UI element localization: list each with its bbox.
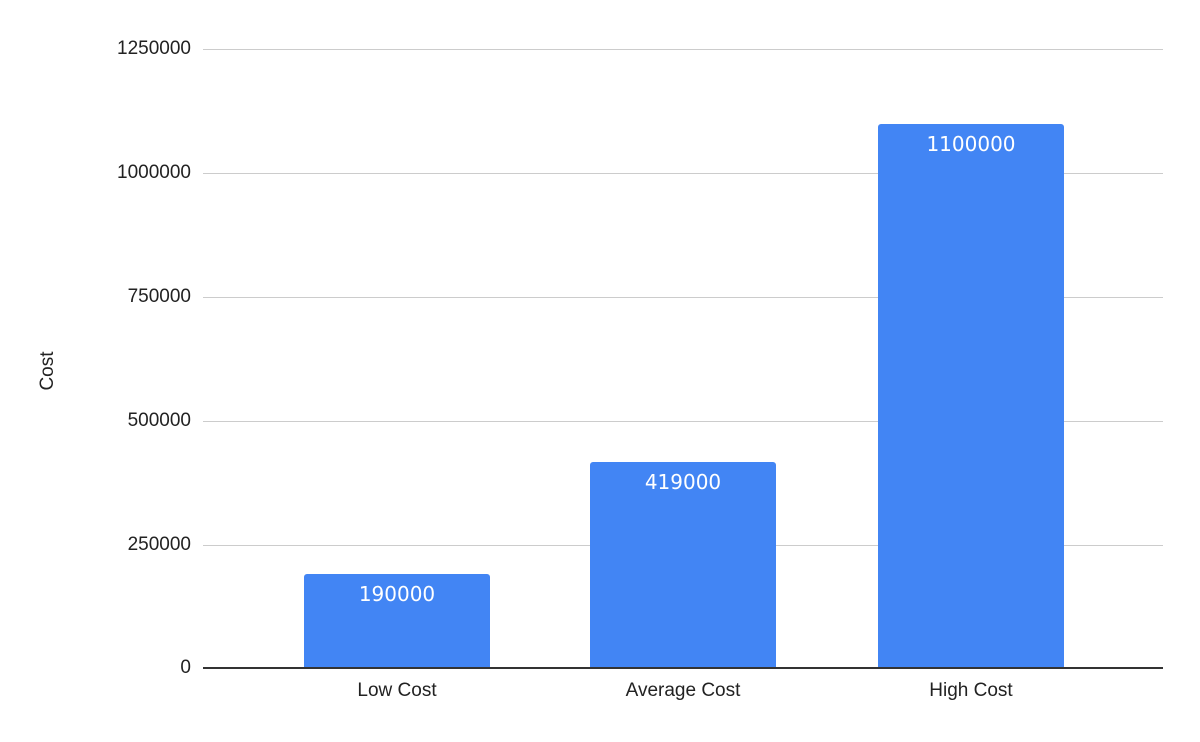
x-tick-label: Low Cost — [357, 680, 437, 701]
gridline-1000000 — [203, 173, 1163, 174]
y-tick-label: 1250000 — [117, 38, 191, 59]
y-tick-label: 1000000 — [117, 162, 191, 183]
y-tick-label: 0 — [180, 657, 191, 678]
x-tick-label: Average Cost — [625, 680, 741, 701]
y-axis-label: Cost — [37, 351, 58, 391]
data-label: 190000 — [358, 582, 436, 606]
gridline-1250000 — [203, 49, 1163, 50]
data-label: 419000 — [644, 470, 722, 494]
y-tick-label: 500000 — [127, 410, 191, 431]
bar-average-cost: 419000 — [590, 462, 776, 668]
gridline-750000 — [203, 297, 1163, 298]
y-tick-label: 750000 — [127, 286, 191, 307]
x-tick-label: High Cost — [929, 680, 1013, 701]
y-tick-label: 250000 — [127, 534, 191, 555]
bar-high-cost: 1100000 — [878, 124, 1064, 668]
data-label: 1100000 — [926, 132, 1016, 156]
gridline-500000 — [203, 421, 1163, 422]
bar-low-cost: 190000 — [304, 574, 490, 668]
x-axis-line — [203, 667, 1163, 669]
